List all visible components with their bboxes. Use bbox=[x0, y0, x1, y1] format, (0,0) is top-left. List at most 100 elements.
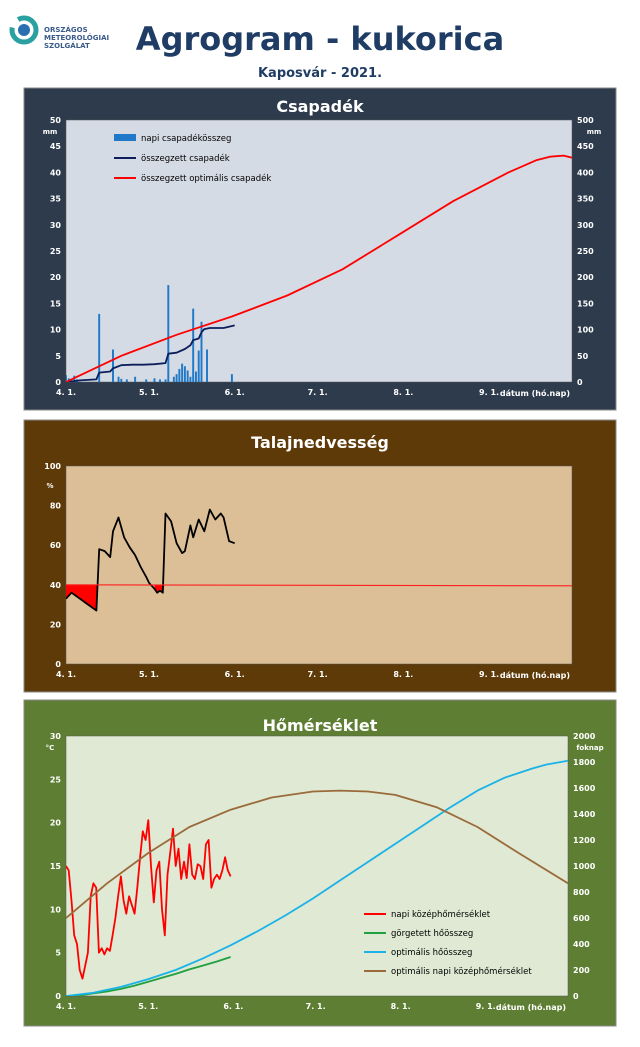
y2-tick-label: 300 bbox=[577, 221, 594, 230]
y2-tick-label: 250 bbox=[577, 247, 594, 256]
x-tick-label: 7. 1. bbox=[306, 1002, 326, 1011]
legend-label: görgetett hőösszeg bbox=[391, 929, 473, 939]
y2-tick-label: 400 bbox=[577, 168, 594, 177]
y-axis-label: mm bbox=[43, 128, 58, 136]
series-line bbox=[66, 154, 572, 382]
y2-tick-label: 100 bbox=[577, 326, 594, 335]
plot-content bbox=[66, 154, 572, 382]
legend-label: összegzett optimális csapadék bbox=[141, 173, 271, 184]
y-tick-label: 0 bbox=[55, 660, 61, 669]
precip-bar bbox=[159, 379, 161, 382]
precip-bar bbox=[206, 349, 208, 382]
precip-bar bbox=[178, 368, 181, 382]
legend-label: összegzett csapadék bbox=[141, 153, 230, 164]
deficit-area bbox=[154, 584, 165, 593]
x-axis-label: dátum (hó.nap) bbox=[500, 670, 570, 680]
y-tick-label: 15 bbox=[50, 299, 62, 308]
x-tick-label: 7. 1. bbox=[308, 388, 328, 397]
precip-bar bbox=[192, 308, 195, 382]
y-axis-label: °C bbox=[46, 744, 55, 752]
y2-tick-label: 800 bbox=[573, 888, 590, 897]
y-tick-label: 10 bbox=[50, 326, 62, 335]
y2-tick-label: 50 bbox=[577, 352, 589, 361]
precip-bar bbox=[175, 374, 178, 382]
plot-area bbox=[65, 465, 573, 665]
precip-bar bbox=[134, 376, 137, 382]
legend-swatch bbox=[114, 134, 136, 141]
y2-tick-label: 400 bbox=[573, 940, 590, 949]
y2-tick-label: 1200 bbox=[573, 836, 596, 845]
x-tick-label: 4. 1. bbox=[56, 670, 76, 679]
y-tick-label: 40 bbox=[50, 168, 62, 177]
logo-text: ORSZÁGOS METEOROLÓGIAI SZOLGÁLAT bbox=[44, 26, 110, 50]
y-tick-label: 5 bbox=[55, 949, 61, 958]
y-tick-label: 0 bbox=[55, 992, 61, 1001]
y-tick-label: 25 bbox=[50, 775, 62, 784]
y-tick-label: 60 bbox=[50, 541, 62, 550]
y-tick-label: 20 bbox=[50, 273, 62, 282]
y-axis-label: % bbox=[46, 482, 53, 490]
x-tick-label: 5. 1. bbox=[139, 388, 159, 397]
x-tick-label: 7. 1. bbox=[308, 670, 328, 679]
x-axis-label: dátum (hó.nap) bbox=[496, 1002, 566, 1012]
y2-tick-label: 1600 bbox=[573, 784, 596, 793]
y2-axis-label: foknap bbox=[576, 744, 603, 752]
y-tick-label: 100 bbox=[44, 462, 61, 471]
y-tick-label: 40 bbox=[50, 581, 62, 590]
series-line bbox=[66, 789, 568, 919]
precip-bar bbox=[181, 363, 184, 382]
precip-bar bbox=[230, 374, 233, 382]
x-tick-label: 9. 1. bbox=[479, 388, 499, 397]
chart-3: Hőmérséklet 0 5 10 15 20 25 30 °C 0 200 400 600 800 10… bbox=[23, 699, 617, 1027]
y-tick-label: 30 bbox=[50, 221, 62, 230]
y2-tick-label: 350 bbox=[577, 195, 594, 204]
precip-bar bbox=[172, 376, 175, 382]
x-tick-label: 9. 1. bbox=[479, 670, 499, 679]
omsz-logo: ORSZÁGOS METEOROLÓGIAI SZOLGÁLAT bbox=[8, 10, 158, 50]
y-tick-label: 45 bbox=[50, 142, 62, 151]
y-tick-label: 15 bbox=[50, 862, 62, 871]
x-tick-label: 8. 1. bbox=[393, 388, 413, 397]
precip-bar bbox=[145, 379, 148, 382]
y2-tick-label: 500 bbox=[577, 116, 594, 125]
chart-title: Talajnedvesség bbox=[251, 433, 389, 452]
precip-bar bbox=[186, 370, 189, 382]
y-tick-label: 25 bbox=[50, 247, 62, 256]
x-axis-label: dátum (hó.nap) bbox=[500, 388, 570, 398]
y2-tick-label: 200 bbox=[573, 966, 590, 975]
y2-tick-label: 0 bbox=[577, 378, 583, 387]
precip-bar bbox=[194, 371, 197, 382]
omsz-logo-icon bbox=[9, 15, 39, 45]
precip-bar bbox=[120, 378, 123, 382]
plot-area bbox=[65, 735, 569, 997]
chart-2: Talajnedvesség 0 20 40 60 80 100% 4. 1. 5. 1. 6. … bbox=[23, 419, 617, 693]
x-tick-label: 6. 1. bbox=[223, 1002, 243, 1011]
series-line bbox=[66, 508, 236, 612]
precip-bar bbox=[112, 349, 114, 382]
y2-tick-label: 150 bbox=[577, 299, 594, 308]
legend-label: optimális napi középhőmérséklet bbox=[391, 966, 532, 977]
page-title: Agrogram - kukorica bbox=[135, 20, 505, 58]
y-tick-label: 80 bbox=[50, 502, 62, 511]
plot-area bbox=[65, 119, 573, 383]
series-line bbox=[66, 324, 235, 382]
y2-axis-label: mm bbox=[587, 128, 602, 136]
precip-bar bbox=[98, 313, 101, 382]
y2-tick-label: 0 bbox=[573, 992, 579, 1001]
chart-title: Hőmérséklet bbox=[263, 716, 378, 735]
y-tick-label: 0 bbox=[55, 378, 61, 387]
y-tick-label: 50 bbox=[50, 116, 62, 125]
chart-1: Csapadék 0 5 10 15 20 25 30 35 40 45 50 mm 0 50 100 150 2… bbox=[23, 87, 617, 411]
x-tick-label: 6. 1. bbox=[225, 388, 245, 397]
y-tick-label: 20 bbox=[50, 819, 62, 828]
x-tick-label: 4. 1. bbox=[56, 388, 76, 397]
x-tick-label: 5. 1. bbox=[139, 670, 159, 679]
deficit-area bbox=[66, 584, 99, 611]
precip-bar bbox=[183, 366, 186, 382]
y-tick-label: 10 bbox=[50, 905, 62, 914]
y2-tick-label: 1000 bbox=[573, 862, 596, 871]
y2-tick-label: 1800 bbox=[573, 758, 596, 767]
x-tick-label: 9. 1. bbox=[476, 1002, 496, 1011]
legend-label: napi középhőmérséklet bbox=[391, 909, 491, 920]
y2-tick-label: 1400 bbox=[573, 810, 596, 819]
